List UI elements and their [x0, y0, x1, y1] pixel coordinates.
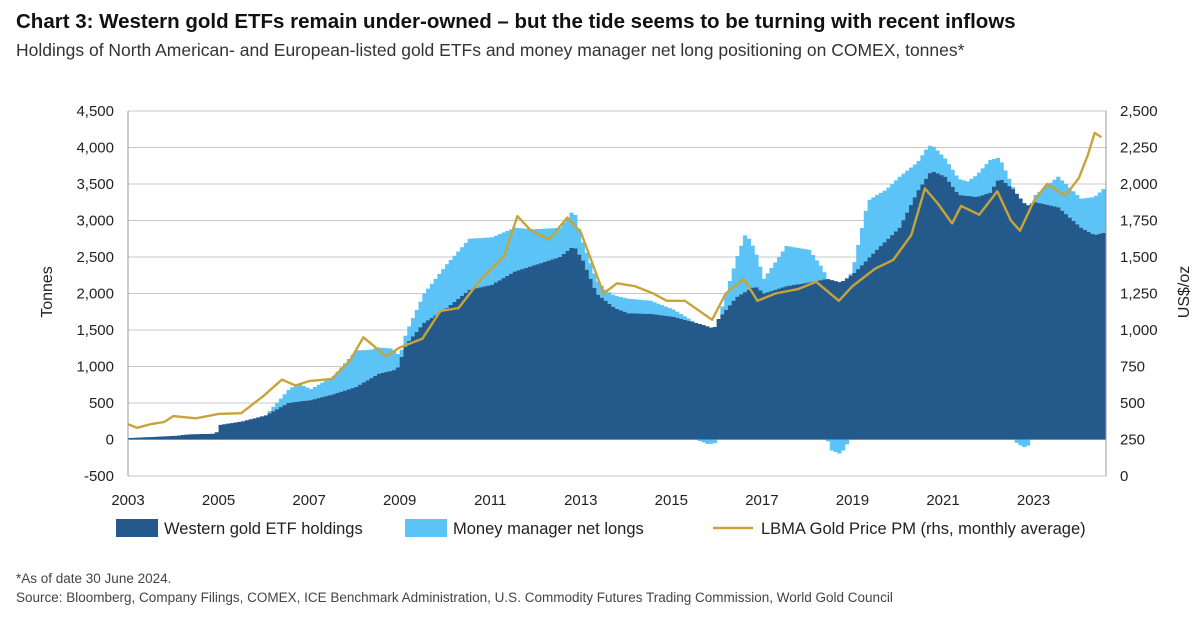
axes: 4,500 4,000 3,500 3,000 2,500 2,000 1,500 1,000…: [76, 103, 1157, 509]
y-tick-label: 4,500: [76, 103, 114, 120]
x-tick-label: 2011: [474, 492, 506, 509]
x-tick-label: 2015: [655, 492, 688, 509]
y-tick-label: -500: [84, 468, 114, 485]
y2-tick-label: 1,750: [1120, 213, 1158, 230]
source-note: Source: Bloomberg, Company Filings, COME…: [16, 590, 893, 605]
legend-label: Western gold ETF holdings: [164, 520, 363, 538]
y-tick-label: 2,500: [76, 249, 114, 266]
y2-tick-label: 250: [1120, 432, 1145, 449]
y2-tick-label: 1,000: [1120, 322, 1158, 339]
x-tick-label: 2005: [202, 492, 235, 509]
chart: 4,500 4,000 3,500 3,000 2,500 2,000 1,500 1,000…: [39, 103, 1193, 538]
chart-subtitle: Holdings of North American- and European…: [16, 40, 965, 60]
x-tick-label: 2023: [1017, 492, 1050, 509]
x-tick-label: 2019: [836, 492, 869, 509]
series-money-manager-net-longs: [267, 145, 1106, 414]
y2-tick-label: 0: [1120, 468, 1128, 485]
legend-swatch: [405, 519, 447, 537]
y-axis-title: Tonnes: [39, 266, 56, 318]
y2-tick-label: 750: [1120, 359, 1145, 376]
y2-tick-label: 500: [1120, 395, 1145, 412]
footnote: *As of date 30 June 2024.: [16, 571, 172, 586]
legend-swatch: [116, 519, 158, 537]
legend: Western gold ETF holdings Money manager n…: [116, 519, 1086, 538]
x-tick-label: 2017: [745, 492, 778, 509]
chart-title: Chart 3: Western gold ETFs remain under-…: [16, 10, 1016, 33]
y2-tick-label: 1,250: [1120, 286, 1158, 303]
y-tick-label: 500: [89, 395, 114, 412]
y-tick-label: 2,000: [76, 286, 114, 303]
x-tick-label: 2013: [564, 492, 597, 509]
y-tick-label: 3,500: [76, 176, 114, 193]
y-tick-label: 4,000: [76, 140, 114, 157]
series-areas: [128, 145, 1106, 454]
x-tick-label: 2003: [111, 492, 144, 509]
y2-tick-label: 2,500: [1120, 103, 1158, 120]
y2-tick-label: 1,500: [1120, 249, 1158, 266]
y-tick-label: 3,000: [76, 213, 114, 230]
y2-tick-label: 2,000: [1120, 176, 1158, 193]
y2-axis-title: US$/oz: [1176, 266, 1193, 318]
legend-label: LBMA Gold Price PM (rhs, monthly average…: [761, 520, 1086, 538]
series-lbma-gold-price: [127, 131, 1103, 429]
x-tick-label: 2007: [292, 492, 325, 509]
series-lines: [127, 131, 1103, 429]
legend-label: Money manager net longs: [453, 520, 644, 538]
series-money-manager-net-shorts: [697, 439, 1031, 454]
series-western-gold-etf-holdings: [128, 171, 1106, 440]
y-tick-label: 1,500: [76, 322, 114, 339]
y2-tick-label: 2,250: [1120, 140, 1158, 157]
y-tick-label: 1,000: [76, 359, 114, 376]
x-tick-label: 2021: [926, 492, 959, 509]
y-tick-label: 0: [106, 432, 114, 449]
x-tick-label: 2009: [383, 492, 416, 509]
